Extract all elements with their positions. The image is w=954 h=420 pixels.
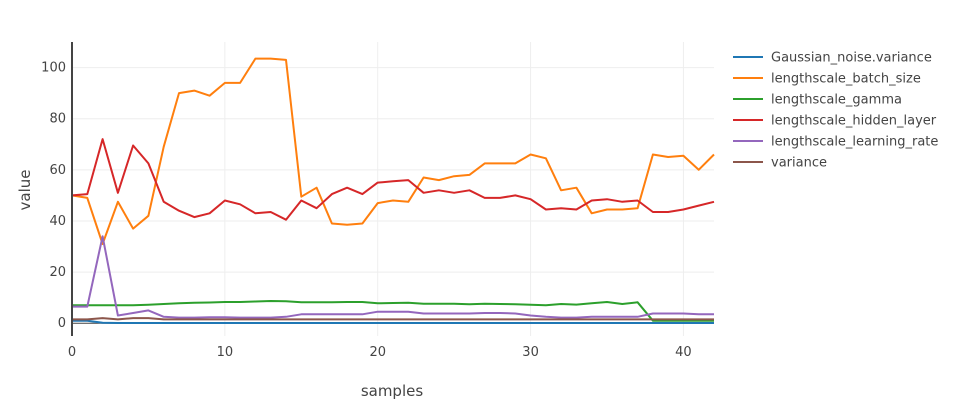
x-tick-label: 40 [675, 345, 692, 360]
x-tick-label: 0 [68, 345, 76, 360]
series-line-gaussian-noise-variance[interactable] [72, 319, 714, 324]
legend-label: lengthscale_learning_rate [771, 135, 938, 150]
legend[interactable]: Gaussian_noise.variance lengthscale_batch… [733, 51, 938, 171]
y-tick-label: 20 [49, 265, 66, 280]
series-line-lengthscale-batch-size[interactable] [71, 57, 715, 245]
legend-label: variance [771, 156, 827, 171]
y-tick-label: 80 [49, 112, 66, 127]
legend-label: lengthscale_hidden_layer [771, 114, 937, 129]
legend-item[interactable]: lengthscale_hidden_layer [733, 114, 937, 129]
x-tick-label: 10 [217, 345, 234, 360]
legend-item[interactable]: Gaussian_noise.variance [733, 51, 932, 66]
series-line-variance[interactable] [72, 317, 714, 321]
series-line-lengthscale-learning-rate[interactable] [72, 235, 714, 319]
y-tick-label: 40 [49, 214, 66, 229]
y-tick-label: 0 [58, 316, 66, 331]
legend-label: lengthscale_batch_size [771, 72, 921, 87]
legend-item[interactable]: variance [733, 156, 827, 171]
series-line-lengthscale-hidden-layer[interactable] [71, 138, 715, 221]
legend-label: lengthscale_gamma [771, 93, 902, 108]
y-tick-label: 100 [41, 61, 66, 76]
tick-labels: 0 10 20 30 40 0 20 40 60 80 100 [41, 61, 692, 360]
y-axis-title: value [16, 170, 34, 211]
legend-item[interactable]: lengthscale_learning_rate [733, 135, 938, 150]
x-tick-label: 30 [522, 345, 539, 360]
y-tick-label: 60 [49, 163, 66, 178]
x-tick-label: 20 [369, 345, 386, 360]
grid [72, 42, 714, 336]
series-line-lengthscale-gamma[interactable] [72, 300, 714, 322]
legend-item[interactable]: lengthscale_gamma [733, 93, 902, 108]
x-axis-title: samples [361, 382, 424, 400]
legend-item[interactable]: lengthscale_batch_size [733, 72, 921, 87]
series-layer [71, 57, 715, 324]
legend-label: Gaussian_noise.variance [771, 51, 932, 66]
